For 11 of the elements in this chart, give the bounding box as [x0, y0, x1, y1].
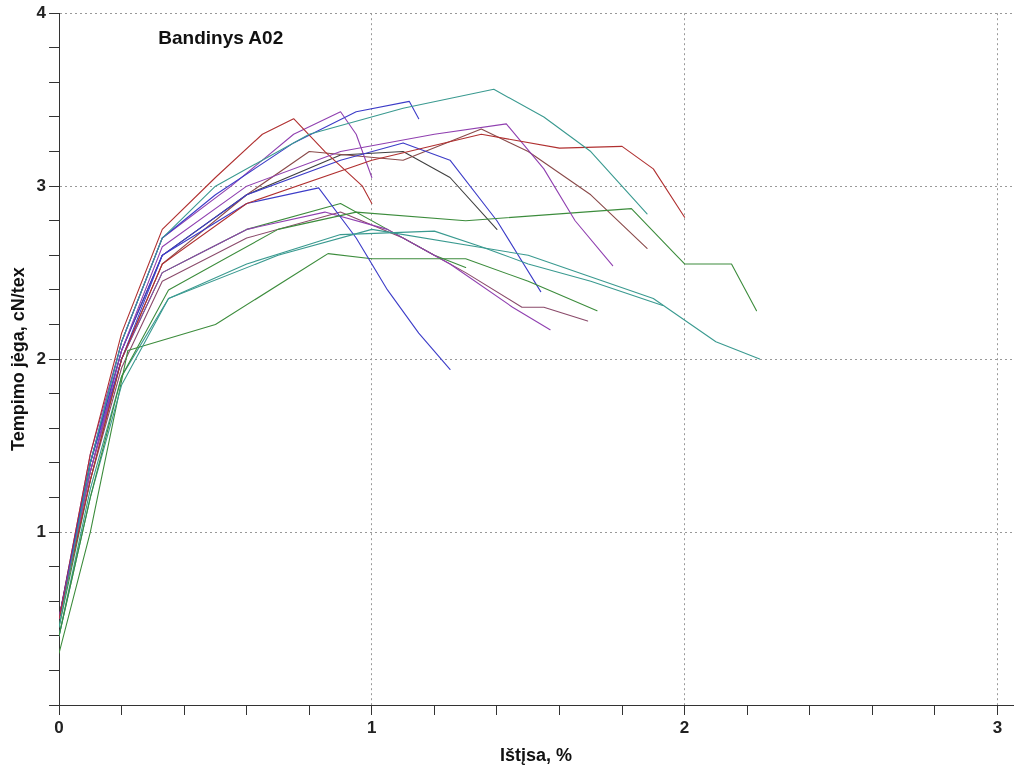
y-axis-title: Tempimo jėga, cN/tex	[7, 267, 28, 451]
x-tick-label: 1	[367, 717, 377, 737]
y-tick-label: 3	[36, 175, 47, 195]
y-tick-label: 1	[36, 521, 47, 541]
text: Bandinys A02	[158, 26, 284, 48]
x-axis-title: Ištįsa, %	[500, 745, 573, 766]
x-tick-label: 2	[679, 717, 690, 737]
x-tick-label: 0	[54, 717, 64, 737]
y-tick-label: 2	[36, 348, 47, 368]
x-tick-label: 3	[992, 717, 1003, 737]
y-tick-label: 4	[36, 2, 47, 22]
